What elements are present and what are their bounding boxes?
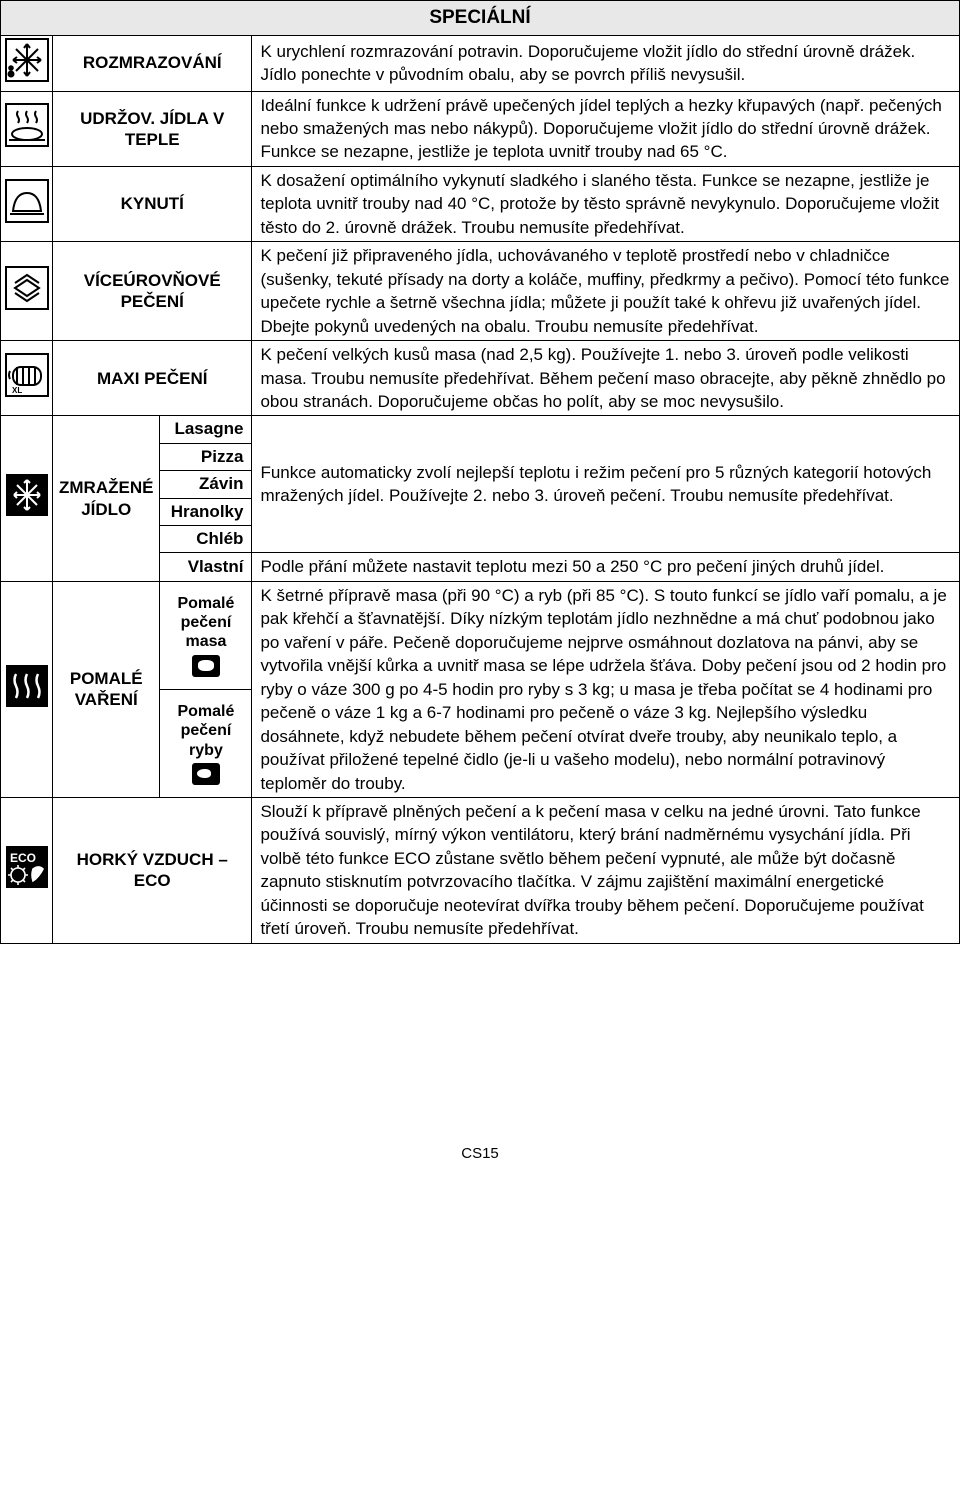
frozen-zavin: Závin <box>160 471 252 498</box>
frozen-chleb: Chléb <box>160 526 252 553</box>
frozen-vlastni: Vlastní <box>160 553 252 581</box>
defrost-icon <box>1 35 53 91</box>
functions-table: SPECIÁLNÍ ROZMRAZOVÁNÍ K urychlení rozmr… <box>0 0 960 944</box>
frozen-pizza: Pizza <box>160 443 252 470</box>
keepwarm-icon <box>1 91 53 166</box>
maxi-icon: XL <box>1 341 53 416</box>
frozen-group-desc: Funkce automaticky zvolí nejlepší teplot… <box>252 416 960 553</box>
meat-mini-icon <box>192 655 220 677</box>
keepwarm-name: UDRŽOV. JÍDLA V TEPLE <box>53 91 252 166</box>
slow-fish-cell: Pomalé pečení ryby <box>160 689 252 797</box>
frozen-hranolky: Hranolky <box>160 498 252 525</box>
rising-icon <box>1 166 53 241</box>
multilevel-desc: K pečení již připraveného jídla, uchováv… <box>252 242 960 341</box>
slow-name: POMALÉ VAŘENÍ <box>53 581 160 797</box>
page-number: CS15 <box>0 1144 960 1164</box>
maxi-name: MAXI PEČENÍ <box>53 341 252 416</box>
multilevel-name: VÍCEÚROVŇOVÉ PEČENÍ <box>53 242 252 341</box>
table-header: SPECIÁLNÍ <box>1 1 960 36</box>
multilevel-icon <box>1 242 53 341</box>
svg-text:XL: XL <box>12 386 22 395</box>
keepwarm-desc: Ideální funkce k udržení právě upečených… <box>252 91 960 166</box>
defrost-name: ROZMRAZOVÁNÍ <box>53 35 252 91</box>
slow-meat-label: Pomalé pečení masa <box>177 595 234 650</box>
frozen-lasagne: Lasagne <box>160 416 252 443</box>
eco-desc: Slouží k přípravě plněných pečení a k pe… <box>252 797 960 943</box>
eco-name: HORKÝ VZDUCH – ECO <box>53 797 252 943</box>
fish-mini-icon <box>192 763 220 785</box>
eco-icon: ECO <box>1 797 53 943</box>
rising-name: KYNUTÍ <box>53 166 252 241</box>
slow-desc: K šetrné přípravě masa (při 90 °C) a ryb… <box>252 581 960 797</box>
frozen-icon <box>1 416 53 581</box>
svg-text:ECO: ECO <box>10 851 36 865</box>
maxi-desc: K pečení velkých kusů masa (nad 2,5 kg).… <box>252 341 960 416</box>
frozen-name: ZMRAŽENÉ JÍDLO <box>53 416 160 581</box>
slow-fish-label: Pomalé pečení ryby <box>177 703 234 758</box>
rising-desc: K dosažení optimálního vykynutí sladkého… <box>252 166 960 241</box>
slow-icon <box>1 581 53 797</box>
slow-meat-cell: Pomalé pečení masa <box>160 581 252 689</box>
defrost-desc: K urychlení rozmrazování potravin. Dopor… <box>252 35 960 91</box>
frozen-vlastni-desc: Podle přání můžete nastavit teplotu mezi… <box>252 553 960 581</box>
